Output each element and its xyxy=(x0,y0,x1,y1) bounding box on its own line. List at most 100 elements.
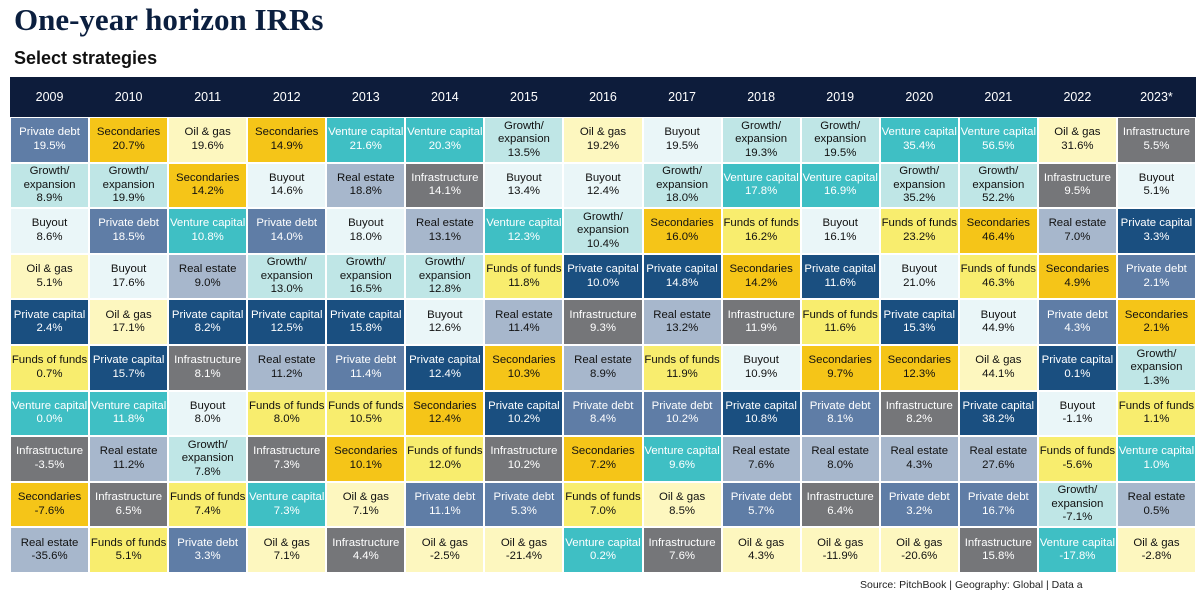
irr-value: 27.6% xyxy=(982,458,1015,471)
strategy-label: Oil & gas xyxy=(184,126,231,139)
strategy-label: Growth/ expansion xyxy=(1130,347,1183,374)
irr-cell: Secondaries 7.2% xyxy=(564,437,642,481)
year-label: 2016 xyxy=(589,90,617,104)
irr-cell: Oil & gas -2.5% xyxy=(406,528,484,572)
irr-cell: Growth/ expansion 16.5% xyxy=(327,254,405,299)
irr-value: 12.5% xyxy=(270,322,303,335)
strategy-label: Private debt xyxy=(651,399,713,412)
irr-value: 11.8% xyxy=(508,276,540,289)
strategy-label: Infrastructure xyxy=(806,491,874,504)
irr-cell: Oil & gas 19.6% xyxy=(169,118,247,162)
strategy-label: Secondaries xyxy=(808,354,872,367)
irr-cell: Infrastructure 8.2% xyxy=(880,391,958,436)
irr-value: 15.8% xyxy=(982,550,1015,563)
strategy-label: Real estate xyxy=(495,308,553,321)
irr-cell: Real estate 0.5% xyxy=(1117,482,1195,527)
strategy-label: Oil & gas xyxy=(738,536,785,549)
strategy-label: Venture capital xyxy=(565,536,641,549)
irr-value: 1.1% xyxy=(1143,413,1170,426)
strategy-label: Private capital xyxy=(1041,354,1114,367)
strategy-label: Growth/ expansion xyxy=(418,256,471,282)
irr-value: 44.9% xyxy=(982,322,1015,335)
irr-value: 11.2% xyxy=(270,367,303,380)
irr-cell: Secondaries 12.3% xyxy=(880,346,958,390)
irr-cell: Private capital 8.2% xyxy=(169,300,247,344)
strategy-label: Private debt xyxy=(1046,308,1108,321)
irr-cell: Private debt 11.1% xyxy=(406,482,484,527)
irr-cell: Secondaries 10.1% xyxy=(327,437,405,481)
irr-cell: Venture capital 12.3% xyxy=(485,209,563,253)
strategy-label: Private capital xyxy=(1120,217,1193,230)
strategy-label: Private capital xyxy=(250,308,323,321)
irr-value: 17.8% xyxy=(744,185,778,198)
irr-value: 3.2% xyxy=(906,504,933,517)
irr-cell: Buyout 12.4% xyxy=(564,163,642,208)
irr-cell: Real estate 11.2% xyxy=(248,346,326,390)
irr-cell: Private capital 15.8% xyxy=(327,300,405,344)
irr-value: 8.9% xyxy=(590,367,616,380)
irr-value: 10.5% xyxy=(349,413,382,426)
irr-cell: Real estate 11.4% xyxy=(485,300,563,344)
strategy-label: Buyout xyxy=(980,308,1017,321)
strategy-label: Buyout xyxy=(901,263,937,276)
irr-value: 4.3% xyxy=(1064,322,1091,335)
irr-cell: Funds of funds 11.8% xyxy=(485,254,563,299)
irr-cell: Secondaries 4.9% xyxy=(1038,254,1116,299)
irr-value: 0.7% xyxy=(36,367,63,380)
irr-cell: Growth/ expansion 13.5% xyxy=(485,118,563,162)
irr-value: 12.4% xyxy=(428,367,462,380)
irr-value: 10.8% xyxy=(744,413,778,426)
irr-cell: Secondaries 9.7% xyxy=(801,346,879,390)
strategy-label: Private capital xyxy=(330,308,402,321)
strategy-label: Buyout xyxy=(189,399,226,412)
year-label: 2017 xyxy=(668,90,696,104)
strategy-label: Funds of funds xyxy=(723,217,799,230)
irr-value: 13.4% xyxy=(507,185,541,198)
irr-value: -11.9% xyxy=(822,550,858,563)
irr-cell: Venture capital 0.0% xyxy=(11,391,89,436)
irr-value: 44.1% xyxy=(982,367,1015,380)
irr-cell: Growth/ expansion 8.9% xyxy=(11,163,89,208)
irr-value: 11.9% xyxy=(745,322,777,335)
irr-cell: Private debt 18.5% xyxy=(90,209,168,253)
irr-cell: Private debt 10.2% xyxy=(643,391,721,436)
irr-cell: Infrastructure 6.5% xyxy=(90,482,168,527)
irr-cell: Oil & gas 44.1% xyxy=(959,346,1037,390)
irr-value: 1.3% xyxy=(1143,374,1170,387)
irr-value: 7.6% xyxy=(748,458,775,471)
irr-cell: Buyout 44.9% xyxy=(959,300,1037,344)
strategy-label: Real estate xyxy=(811,445,869,458)
strategy-label: Infrastructure xyxy=(569,308,637,321)
strategy-label: Infrastructure xyxy=(1122,126,1190,139)
irr-cell: Growth/ expansion 7.8% xyxy=(169,437,247,481)
irr-value: 8.0% xyxy=(273,413,300,426)
irr-cell: Growth/ expansion 10.4% xyxy=(564,209,642,253)
strategy-label: Real estate xyxy=(20,536,79,549)
irr-cell: Infrastructure 15.8% xyxy=(959,528,1037,572)
irr-value: 11.8% xyxy=(112,413,145,426)
irr-value: 12.8% xyxy=(428,283,462,296)
strategy-label: Secondaries xyxy=(413,399,477,412)
strategy-label: Secondaries xyxy=(96,126,161,139)
strategy-label: Real estate xyxy=(99,445,158,458)
strategy-label: Real estate xyxy=(178,263,237,276)
strategy-label: Funds of funds xyxy=(249,399,325,412)
strategy-label: Private debt xyxy=(572,399,634,412)
irr-cell: Growth/ expansion 19.9% xyxy=(90,163,168,208)
year-label: 2022 xyxy=(1063,90,1092,104)
irr-cell: Growth/ expansion 35.2% xyxy=(880,163,958,208)
strategy-label: Oil & gas xyxy=(105,308,152,321)
strategy-label: Secondaries xyxy=(729,263,793,276)
irr-cell: Growth/ expansion 1.3% xyxy=(1117,346,1195,390)
irr-cell: Venture capital 1.0% xyxy=(1117,437,1195,481)
irr-cell: Private capital 3.3% xyxy=(1117,209,1195,253)
irr-value: 16.1% xyxy=(824,230,857,243)
irr-cell: Real estate 8.0% xyxy=(801,437,879,481)
strategy-label: Funds of funds xyxy=(169,491,246,504)
irr-value: 4.4% xyxy=(352,550,379,563)
irr-cell: Growth/ expansion 18.0% xyxy=(643,163,721,208)
irr-cell: Growth/ expansion 19.3% xyxy=(722,118,800,162)
irr-cell: Infrastructure 7.3% xyxy=(248,437,326,481)
irr-cell: Infrastructure 6.4% xyxy=(801,482,879,527)
irr-cell: Infrastructure 11.9% xyxy=(722,300,800,344)
